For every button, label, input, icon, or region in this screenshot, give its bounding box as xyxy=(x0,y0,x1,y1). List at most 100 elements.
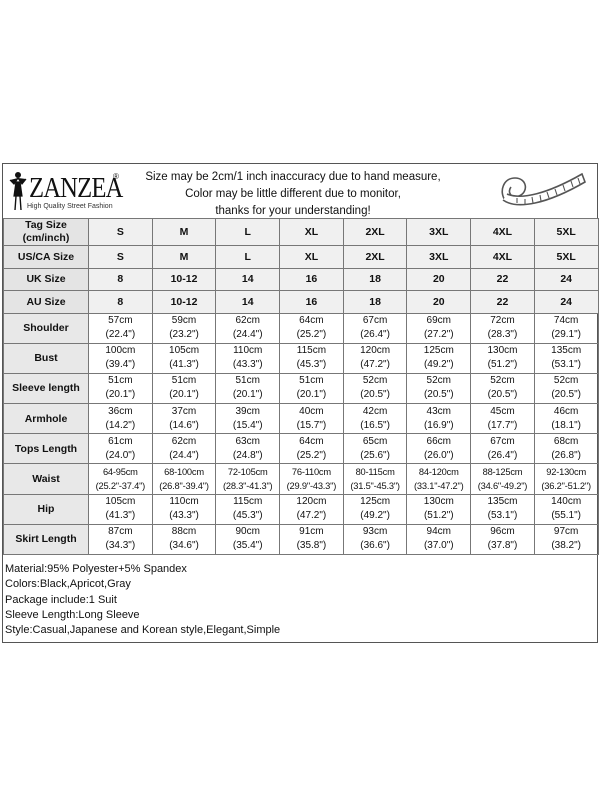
cm-value: 120cm xyxy=(296,496,327,508)
measurement-cell: 80-115cm (31.5"-45.3") xyxy=(342,463,408,495)
note-sleeve-length: Sleeve Length:Long Sleeve xyxy=(5,608,140,621)
size-cell: 22 xyxy=(470,290,535,314)
measurement-cell: 51cm (20.1") xyxy=(151,372,217,405)
row-label: US/CA Size xyxy=(3,245,89,269)
cm-value: 140cm xyxy=(551,496,582,508)
measurement-cell: 100cm (39.4") xyxy=(88,342,153,374)
measurement-cell: 72-105cm (28.3"-41.3") xyxy=(215,463,281,495)
measurement-cell: 120cm (47.2") xyxy=(342,342,408,374)
inch-value: (28.3") xyxy=(487,329,518,341)
cm-value: 67cm xyxy=(490,435,515,447)
size-row: Tag Size (cm/inch) S M L XL 2XL 3XL 4XL 5XL xyxy=(3,218,599,246)
measurement-cell: 110cm (43.3") xyxy=(151,493,217,525)
inch-value: (15.4") xyxy=(232,419,263,431)
measurement-row: Shoulder 57cm (22.4") 59cm (23.2") 62cm (24.4"… xyxy=(3,312,599,344)
measurement-cell: 72cm (28.3") xyxy=(470,312,535,344)
measurement-cell: 105cm (41.3") xyxy=(88,493,153,525)
measurement-cell: 51cm (20.1") xyxy=(215,372,281,405)
cm-value: 64cm xyxy=(299,435,324,447)
measurement-cell: 67cm (26.4") xyxy=(342,312,408,344)
size-cell: L xyxy=(215,218,281,246)
row-label: UK Size xyxy=(3,267,89,291)
cm-value: 130cm xyxy=(487,345,518,357)
cm-value: 52cm xyxy=(362,375,388,387)
cm-value: 51cm xyxy=(299,375,324,387)
measurement-cell: 110cm (43.3") xyxy=(215,342,281,374)
measurement-cell: 51cm (20.1") xyxy=(88,372,153,405)
inch-value: (49.2") xyxy=(423,359,454,371)
note-package: Package include:1 Suit xyxy=(5,593,117,606)
cm-value: 61cm xyxy=(108,435,133,447)
inch-value: (20.5") xyxy=(487,389,518,401)
notice-line: thanks for your understanding! xyxy=(215,205,371,217)
inch-value: (37.8") xyxy=(487,540,518,552)
measurement-row: Hip 105cm (41.3") 110cm (43.3") 115cm (45.3") 1… xyxy=(3,493,599,525)
cm-value: 36cm xyxy=(108,405,133,417)
inch-value: (43.3") xyxy=(232,359,263,371)
cm-value: 43cm xyxy=(426,405,451,417)
inch-value: (37.0") xyxy=(423,540,454,552)
measurement-cell: 88cm (34.6") xyxy=(151,523,217,556)
cm-value: 69cm xyxy=(426,315,451,327)
measurement-cell: 94cm (37.0") xyxy=(406,523,472,556)
cm-value: 105cm xyxy=(169,345,200,357)
size-cell: L xyxy=(215,245,281,269)
inch-value: (39.4") xyxy=(105,359,136,371)
inch-value: (15.7") xyxy=(296,419,327,431)
size-cell: 18 xyxy=(342,267,408,291)
size-row: AU Size 8 10-12 14 16 18 20 22 24 xyxy=(3,290,599,314)
cm-value: 115cm xyxy=(296,345,327,357)
note-material: Material:95% Polyester+5% Spandex xyxy=(5,563,187,575)
cm-value: 45cm xyxy=(490,405,515,417)
inch-value: (18.1") xyxy=(551,419,581,431)
chart-header: ZANZEA ® High Quality Street Fashion Siz… xyxy=(3,164,596,219)
row-label: Waist xyxy=(3,463,89,495)
cm-value: 51cm xyxy=(235,375,260,387)
cm-value: 97cm xyxy=(553,526,579,538)
inch-value: (53.1") xyxy=(551,359,581,371)
cm-value: 62cm xyxy=(171,435,197,447)
inch-value: (51.2") xyxy=(487,359,518,371)
measurement-row: Skirt Length 87cm (34.3") 88cm (34.6") 90cm (3… xyxy=(3,523,599,556)
inch-value: (20.5") xyxy=(423,389,454,401)
size-cell: 2XL xyxy=(342,218,408,246)
inch-value: (31.5"-45.3") xyxy=(350,481,400,492)
inch-value: (36.2"-51.2") xyxy=(541,481,591,492)
inch-value: (20.1") xyxy=(169,389,199,401)
inch-value: (25.2"-37.4") xyxy=(95,481,146,492)
cm-value: 120cm xyxy=(360,345,391,357)
inch-value: (45.3") xyxy=(232,510,263,522)
cm-value: 84-120cm xyxy=(418,467,459,478)
measurement-cell: 52cm (20.5") xyxy=(342,372,408,405)
measurement-cell: 62cm (24.4") xyxy=(215,312,281,344)
size-cell: 4XL xyxy=(470,218,535,246)
cm-value: 52cm xyxy=(426,375,451,387)
measurement-cell: 92-130cm (36.2"-51.2") xyxy=(533,463,599,495)
inch-value: (20.5") xyxy=(360,389,390,401)
cm-value: 110cm xyxy=(233,345,263,357)
inch-value: (20.1") xyxy=(105,389,136,401)
size-cell: 10-12 xyxy=(151,290,217,314)
inch-value: (55.1") xyxy=(551,510,581,522)
size-cell: S xyxy=(88,218,153,246)
measurement-cell: 125cm (49.2") xyxy=(342,493,408,525)
measurement-cell: 40cm (15.7") xyxy=(279,403,344,435)
size-cell: 14 xyxy=(215,290,281,314)
inch-value: (20.1") xyxy=(232,389,263,401)
cm-value: 135cm xyxy=(487,496,518,508)
inch-value: (29.1") xyxy=(551,329,581,341)
inch-value: (24.8") xyxy=(232,449,263,461)
inch-value: (28.3"-41.3") xyxy=(222,481,273,492)
cm-value: 51cm xyxy=(171,375,197,387)
size-cell: 10-12 xyxy=(151,267,217,291)
inch-value: (17.7") xyxy=(487,419,518,431)
cm-value: 52cm xyxy=(553,375,579,387)
row-label: Armhole xyxy=(3,403,89,435)
measurement-cell: 135cm (53.1") xyxy=(533,342,599,374)
row-label: Hip xyxy=(3,493,89,525)
measurement-cell: 125cm (49.2") xyxy=(406,342,472,374)
cm-value: 52cm xyxy=(490,375,515,387)
cm-value: 67cm xyxy=(362,315,388,327)
size-cell: 4XL xyxy=(470,245,535,269)
inch-value: (26.4") xyxy=(360,329,390,341)
